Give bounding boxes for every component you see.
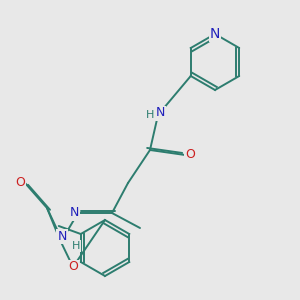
Text: O: O <box>185 148 195 161</box>
Text: H: H <box>146 110 154 120</box>
Text: N: N <box>69 206 79 220</box>
Text: N: N <box>210 27 220 41</box>
Text: O: O <box>15 176 25 190</box>
Text: O: O <box>68 260 78 274</box>
Text: N: N <box>155 106 165 119</box>
Text: H: H <box>72 241 80 251</box>
Text: N: N <box>57 230 67 242</box>
